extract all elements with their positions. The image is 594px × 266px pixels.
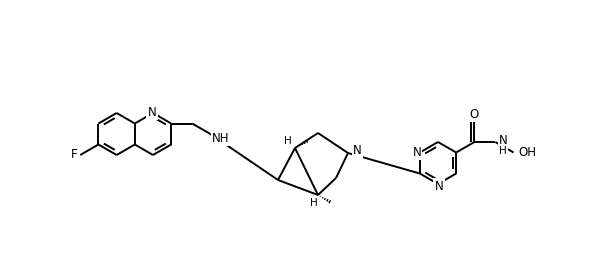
Text: H: H xyxy=(310,198,318,208)
Text: H: H xyxy=(500,146,507,156)
Text: N: N xyxy=(148,106,156,118)
Text: OH: OH xyxy=(519,146,536,159)
Text: O: O xyxy=(470,107,479,120)
Text: F: F xyxy=(71,148,78,161)
Text: N: N xyxy=(412,146,421,159)
Text: NH: NH xyxy=(213,131,230,144)
Text: N: N xyxy=(500,134,508,147)
Text: N: N xyxy=(353,144,362,157)
Text: H: H xyxy=(284,136,292,146)
Text: N: N xyxy=(435,180,443,193)
